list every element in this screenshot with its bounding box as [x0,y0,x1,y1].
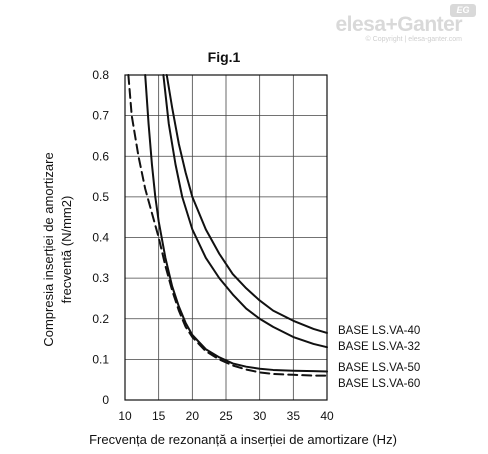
x-tick-label-0: 10 [118,409,132,423]
x-tick-label-2: 20 [186,409,200,423]
y-tick-label-5: 0.5 [92,190,109,204]
series-line-3 [127,74,328,377]
series-lines [127,74,328,377]
chart-title: Fig.1 [208,49,241,65]
y-tick-label-3: 0.3 [92,271,109,285]
series-label-0: BASE LS.VA-40 [338,325,420,337]
series-label-2: BASE LS.VA-50 [338,362,420,374]
series-line-0 [165,74,328,334]
x-tick-labels: 10 15 20 25 30 35 40 [118,409,334,423]
y-axis-label-line-2: frecventă (N/mm2) [59,196,74,304]
y-tick-label-0: 0 [102,393,109,407]
series-labels: BASE LS.VA-40 BASE LS.VA-32 BASE LS.VA-50 B… [338,325,420,390]
eg-badge: EG [450,4,476,17]
copyright-text: © Copyright | elesa-ganter.com [365,36,462,43]
y-tick-label-8: 0.8 [92,68,109,82]
brand-watermark: elesa+Ganter EG © Copyright | elesa-gant… [292,4,476,43]
y-axis-label-line-1: Compresia inserției de amortizare [41,152,56,346]
y-tick-label-2: 0.2 [92,312,109,326]
series-label-3: BASE LS.VA-60 [338,378,420,390]
x-tick-label-4: 30 [253,409,267,423]
y-tick-label-4: 0.4 [92,231,109,245]
x-tick-label-3: 25 [219,409,233,423]
series-label-1: BASE LS.VA-32 [338,341,420,353]
grid-lines [124,74,328,401]
y-tick-label-6: 0.6 [92,149,109,163]
brand-logo-text: elesa+Ganter [335,13,462,36]
plot-frame [124,74,328,401]
y-tick-label-7: 0.7 [92,109,109,123]
y-tick-label-1: 0.1 [92,352,109,366]
series-line-2 [144,74,328,373]
x-tick-label-6: 40 [320,409,334,423]
x-axis-label: Frecvența de rezonanță a inserției de am… [89,432,397,447]
y-tick-labels: 0 0.1 0.2 0.3 0.4 0.5 0.6 0.7 0.8 [92,68,109,407]
series-line-1 [162,74,328,349]
x-tick-label-1: 15 [152,409,166,423]
x-tick-label-5: 35 [287,409,301,423]
